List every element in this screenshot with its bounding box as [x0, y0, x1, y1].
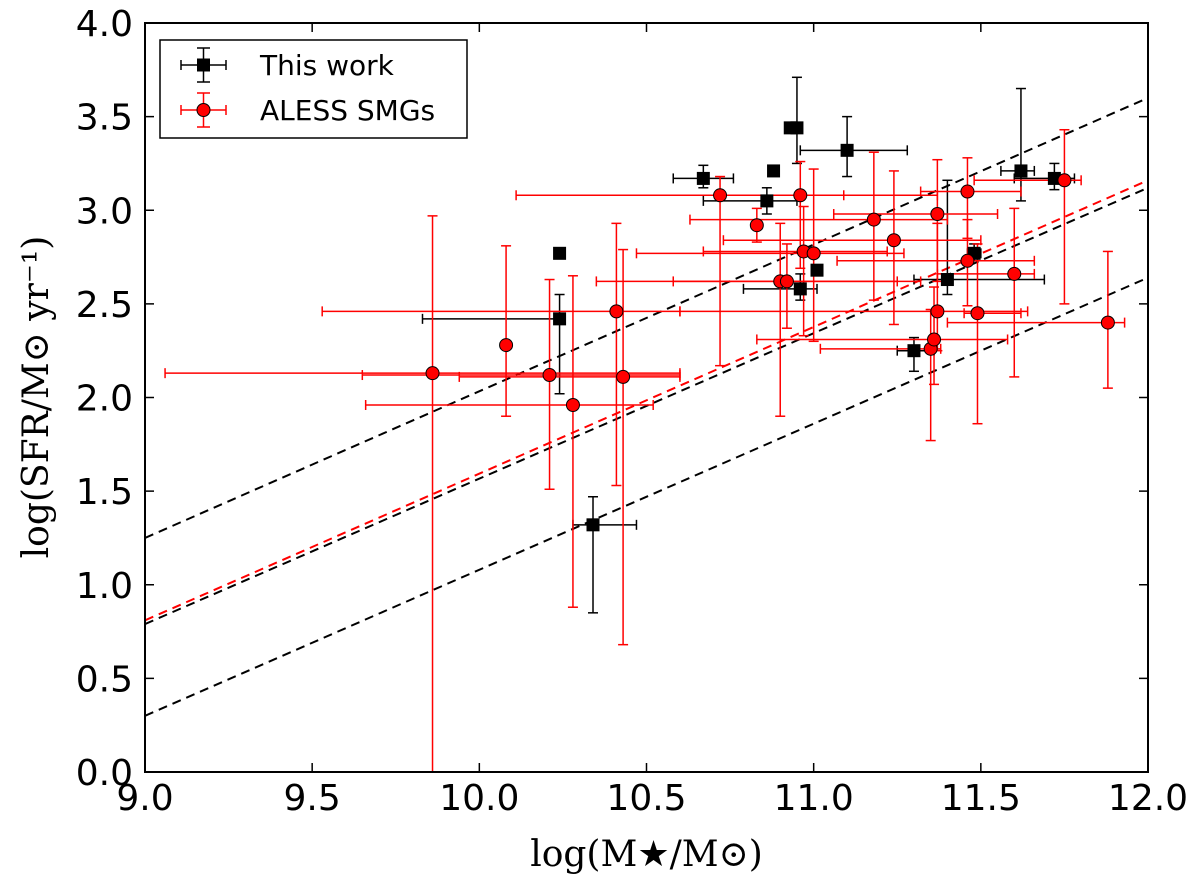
- reference-line-1: [145, 186, 1148, 625]
- point-aless: [930, 304, 945, 319]
- legend-label-this-work: This work: [259, 49, 395, 82]
- reference-line-3: [145, 276, 1148, 717]
- point-aless: [930, 206, 945, 221]
- y-tick-label: 0.5: [76, 659, 133, 700]
- axis-ticks: 9.0 9.5 10.0 10.5 11.0 11.5 12.0 0.0 0.5 1.0 1.5 2.…: [76, 4, 1188, 819]
- y-tick-label: 3.5: [76, 98, 133, 139]
- x-tick-label: 9.0: [116, 778, 173, 819]
- point-aless: [1100, 315, 1115, 330]
- y-tick-label: 4.0: [76, 4, 133, 45]
- point-aless: [779, 274, 794, 289]
- x-tick-label: 11.5: [941, 778, 1021, 819]
- x-tick-label: 10.5: [606, 778, 686, 819]
- point-this-work: [1014, 164, 1028, 178]
- point-this-work: [696, 171, 710, 185]
- legend-label-aless: ALESS SMGs: [260, 94, 435, 127]
- point-this-work: [553, 312, 567, 326]
- plot-frame: [144, 22, 1149, 773]
- x-tick-label: 9.5: [284, 778, 341, 819]
- point-aless: [927, 332, 942, 347]
- y-tick-label: 2.5: [76, 285, 133, 326]
- point-this-work: [940, 273, 954, 287]
- point-aless: [1007, 266, 1022, 281]
- point-aless: [713, 188, 728, 203]
- x-tick-label: 11.0: [774, 778, 854, 819]
- reference-line-2: [145, 179, 1148, 622]
- x-tick-label: 12.0: [1108, 778, 1188, 819]
- data-markers: [425, 121, 1115, 532]
- point-aless: [565, 397, 580, 412]
- point-aless: [616, 369, 631, 384]
- y-tick-label: 1.0: [76, 566, 133, 607]
- point-aless: [609, 304, 624, 319]
- point-aless: [886, 233, 901, 248]
- point-aless: [960, 253, 975, 268]
- x-axis-label: log(M★/M⊙): [530, 834, 763, 875]
- x-tick-label: 10.0: [439, 778, 519, 819]
- point-this-work: [810, 263, 824, 277]
- y-tick-label: 1.5: [76, 472, 133, 513]
- point-this-work: [586, 518, 600, 532]
- y-tick-label: 0.0: [76, 753, 133, 794]
- legend-marker-aless: [180, 92, 227, 128]
- point-aless: [793, 188, 808, 203]
- point-this-work: [793, 282, 807, 296]
- point-this-work: [553, 246, 567, 260]
- point-this-work: [907, 344, 921, 358]
- reference-line-0: [145, 96, 1148, 539]
- point-this-work: [790, 121, 804, 135]
- point-this-work: [767, 164, 781, 178]
- legend-marker-this-work: [180, 47, 227, 83]
- point-aless: [425, 366, 440, 381]
- point-aless: [749, 218, 764, 233]
- y-tick-label: 2.0: [76, 379, 133, 420]
- y-tick-label: 3.0: [76, 191, 133, 232]
- point-aless: [960, 184, 975, 199]
- point-this-work: [840, 143, 854, 157]
- point-aless: [542, 368, 557, 383]
- point-aless: [806, 246, 821, 261]
- point-this-work: [760, 194, 774, 208]
- reference-lines: [145, 96, 1148, 717]
- point-aless: [866, 212, 881, 227]
- legend-box: [159, 39, 468, 139]
- point-aless: [499, 338, 514, 353]
- point-aless: [1057, 173, 1072, 188]
- legend: This work ALESS SMGs: [159, 39, 468, 139]
- point-aless: [970, 306, 985, 321]
- y-axis-label: log(SFR/M⊙ yr⁻¹): [16, 236, 57, 559]
